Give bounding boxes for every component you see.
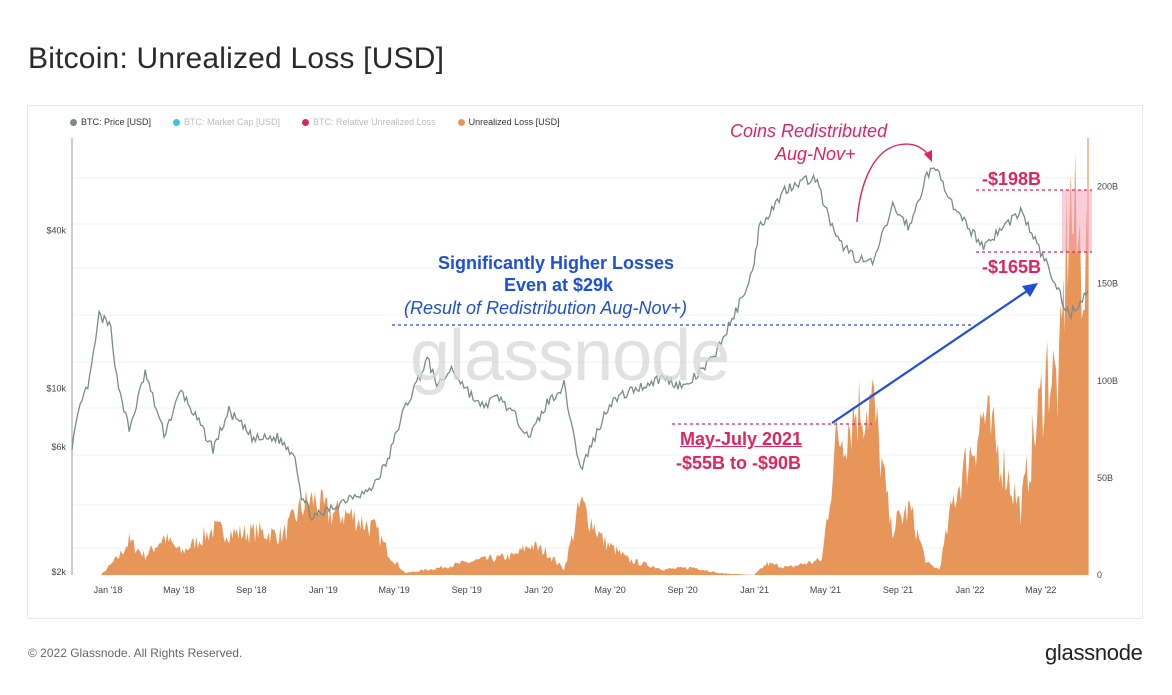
y-right-tick-label: 150B	[1097, 279, 1118, 289]
x-tick-label: Sep '20	[668, 585, 698, 595]
y-left-tick-label: $2k	[51, 567, 66, 577]
y-right-tick-label: 200B	[1097, 182, 1118, 192]
legend-item-market-cap[interactable]: BTC: Market Cap [USD]	[173, 117, 280, 127]
x-tick-label: May '20	[594, 585, 625, 595]
annotation-blue-line3: (Result of Redistribution Aug-Nov+)	[404, 298, 687, 318]
x-tick-label: May '21	[810, 585, 841, 595]
legend-dot-rel-loss	[302, 118, 310, 126]
x-tick-label: Sep '21	[883, 585, 913, 595]
annotation-may-july-line2: -$55B to -$90B	[676, 453, 802, 473]
annotation-coins-line2: Aug-Nov+	[775, 144, 856, 164]
legend-dot-market-cap	[173, 118, 181, 126]
footer-copyright: © 2022 Glassnode. All Rights Reserved.	[28, 646, 243, 660]
legend-label-rel-loss: BTC: Relative Unrealized Loss	[313, 117, 436, 127]
coins-arrow-left	[856, 144, 899, 223]
x-tick-label: May '19	[379, 585, 410, 595]
annotation-blue-line2: Even at $29k	[504, 275, 614, 295]
legend-label-market-cap: BTC: Market Cap [USD]	[184, 117, 281, 127]
coins-arrow-head	[924, 150, 932, 162]
legend-label-price: BTC: Price [USD]	[81, 117, 152, 127]
legend-item-rel-loss[interactable]: BTC: Relative Unrealized Loss	[302, 117, 436, 127]
legend-item-unrealized-loss[interactable]: Unrealized Loss [USD]	[457, 117, 560, 127]
unrealized-loss-area	[72, 152, 1088, 575]
page-title: Bitcoin: Unrealized Loss [USD]	[28, 42, 445, 75]
y-right-tick-label: 100B	[1097, 376, 1118, 386]
footer-logo[interactable]: glassnode	[1045, 640, 1143, 665]
annotation-coins-line1: Coins Redistributed	[730, 121, 888, 141]
x-tick-label: Sep '19	[452, 585, 482, 595]
annotation-bottom-value: -$165B	[982, 257, 1042, 277]
x-tick-label: May '18	[163, 585, 194, 595]
blue-arrow-line	[831, 288, 1031, 424]
annotation-top-value: -$198B	[982, 169, 1042, 189]
x-tick-label: Jan '20	[524, 585, 553, 595]
y-left-tick-label: $10k	[46, 384, 66, 394]
x-tick-label: May '22	[1025, 585, 1056, 595]
x-tick-label: Jan '18	[94, 585, 123, 595]
x-tick-label: Sep '18	[236, 585, 266, 595]
blue-arrow-head	[1022, 283, 1038, 297]
x-tick-label: Jan '22	[956, 585, 985, 595]
chart-legend: BTC: Price [USD] BTC: Market Cap [USD] B…	[70, 115, 560, 129]
y-right-tick-label: 0	[1097, 570, 1102, 580]
annotation-blue-line1: Significantly Higher Losses	[438, 253, 675, 273]
watermark: glassnode	[410, 316, 730, 396]
y-left-tick-label: $40k	[46, 225, 66, 235]
legend-label-unrealized-loss: Unrealized Loss [USD]	[468, 117, 560, 127]
annotation-may-july-line1: May-July 2021	[680, 429, 803, 449]
y-right-tick-label: 50B	[1097, 473, 1113, 483]
x-tick-label: Jan '21	[740, 585, 769, 595]
legend-item-price[interactable]: BTC: Price [USD]	[70, 117, 151, 127]
legend-dot-price	[70, 118, 77, 126]
y-left-tick-label: $6k	[51, 442, 66, 452]
legend-dot-unrealized-loss	[457, 118, 465, 126]
loss-range-highlight	[1062, 190, 1092, 252]
x-tick-label: Jan '19	[309, 585, 338, 595]
btc-price-line	[71, 167, 1089, 522]
